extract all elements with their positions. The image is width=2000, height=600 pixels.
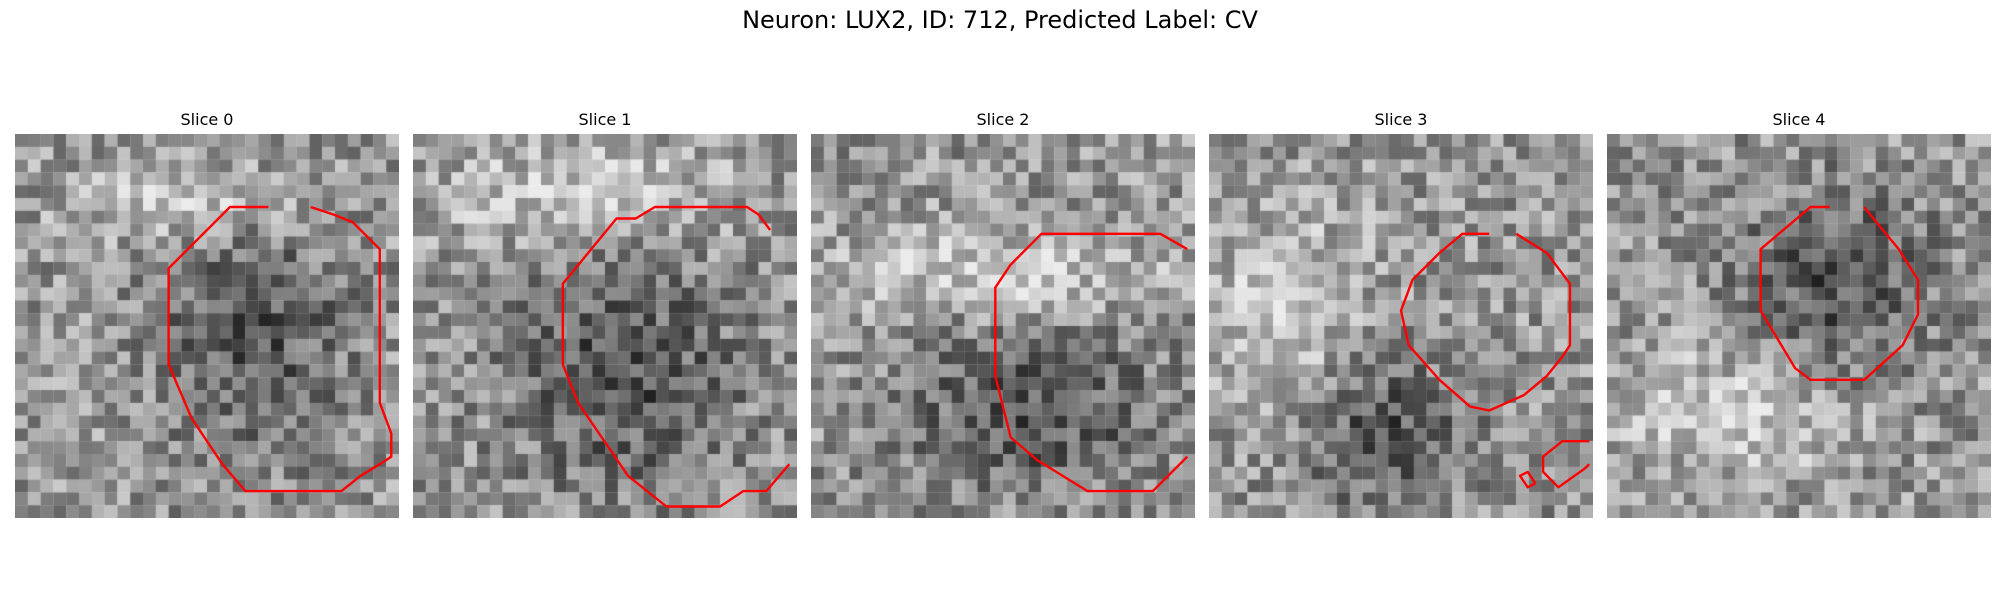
slice-panel: Slice 0 — [15, 108, 399, 518]
slice-panel: Slice 1 — [413, 108, 797, 518]
slice-title: Slice 4 — [1772, 110, 1826, 129]
slice-image — [1607, 134, 1991, 518]
slice-title: Slice 0 — [180, 110, 234, 129]
slice-panel: Slice 2 — [811, 108, 1195, 518]
segmentation-contour — [1759, 205, 1920, 382]
slice-image — [811, 134, 1195, 518]
segmentation-contour — [1518, 470, 1537, 489]
figure-title: Neuron: LUX2, ID: 712, Predicted Label: … — [742, 6, 1258, 34]
contour-overlay — [167, 205, 393, 493]
contour-overlay — [1399, 232, 1591, 489]
segmentation-contour — [1399, 232, 1572, 412]
grayscale-image — [811, 134, 1195, 518]
segmentation-contour — [167, 205, 393, 493]
segmentation-contour — [561, 205, 791, 508]
contour-overlay — [561, 205, 791, 508]
slice-panel: Slice 4 — [1607, 108, 1991, 518]
slice-title: Slice 1 — [578, 110, 632, 129]
segmentation-contour — [994, 232, 1189, 493]
contour-overlay — [1759, 205, 1920, 382]
segmentation-contour — [1541, 440, 1591, 489]
slice-title: Slice 2 — [976, 110, 1030, 129]
grayscale-image — [15, 134, 399, 518]
grayscale-image — [413, 134, 797, 518]
slice-image — [1209, 134, 1593, 518]
slice-title: Slice 3 — [1374, 110, 1428, 129]
grayscale-image — [1209, 134, 1593, 518]
slice-image — [15, 134, 399, 518]
grayscale-image — [1607, 134, 1991, 518]
contour-overlay — [994, 232, 1189, 493]
slice-panel: Slice 3 — [1209, 108, 1593, 518]
slice-image — [413, 134, 797, 518]
